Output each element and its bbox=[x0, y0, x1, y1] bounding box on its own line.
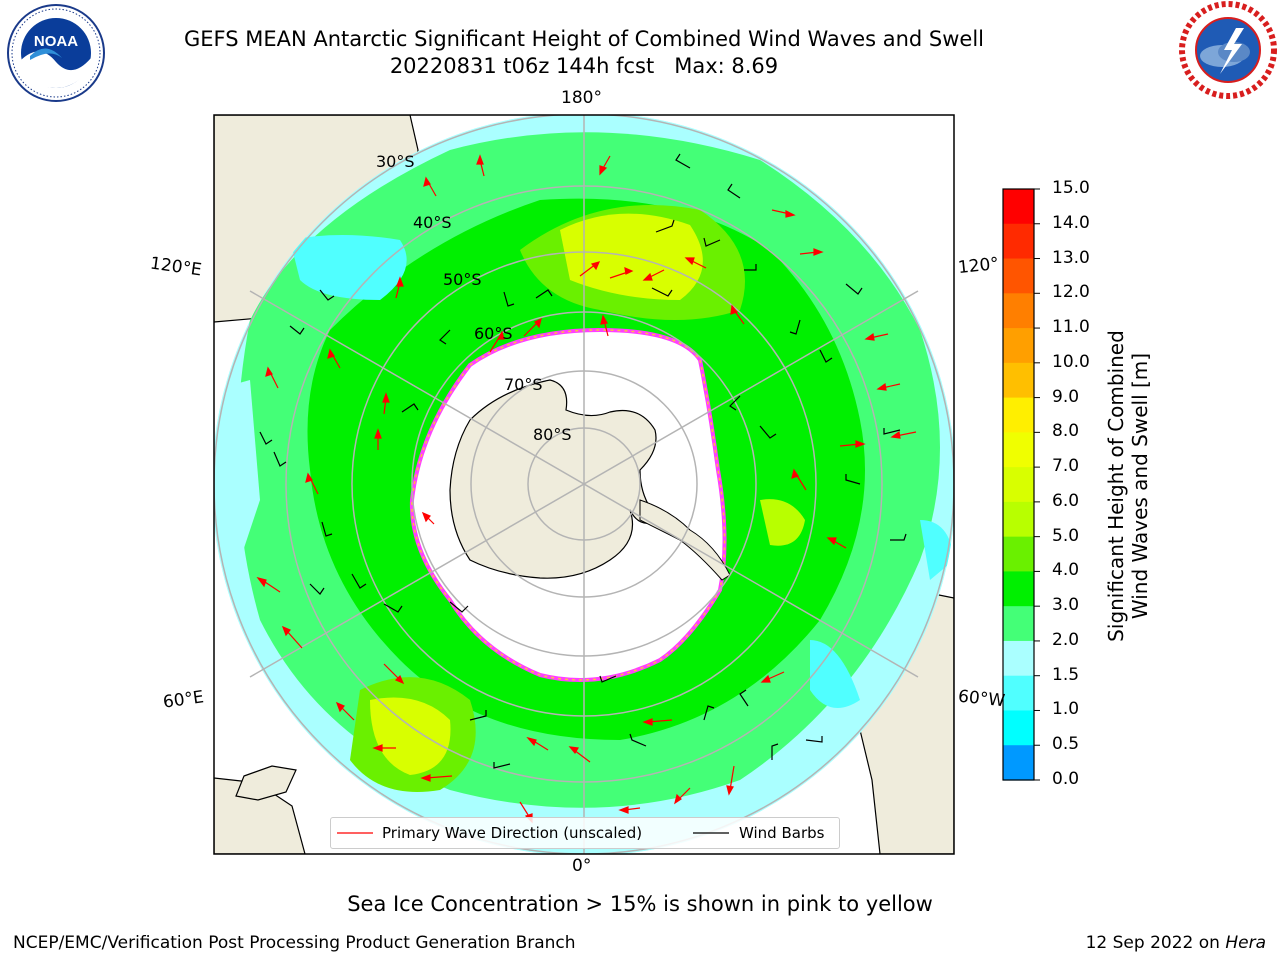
colorbar-label: Significant Height of Combined Wind Wave… bbox=[1104, 286, 1152, 686]
colorbar-frame bbox=[1002, 188, 1035, 781]
colorbar-segment bbox=[1003, 223, 1034, 260]
lat-label-70s: 70°S bbox=[504, 375, 543, 394]
lat-label-80s: 80°S bbox=[533, 425, 572, 444]
wind-barbs bbox=[259, 153, 907, 769]
title-line-2: 20220831 t06z 144h fcst Max: 8.69 bbox=[389, 54, 779, 78]
colorbar-tick-label: 12.0 bbox=[1052, 282, 1090, 303]
colorbar bbox=[1003, 188, 1040, 781]
colorbar-tick-label: 11.0 bbox=[1052, 317, 1090, 338]
colorbar-segment bbox=[1003, 710, 1034, 746]
colorbar-segment bbox=[1003, 432, 1034, 468]
colorbar-segment bbox=[1003, 258, 1034, 294]
colorbar-segment bbox=[1003, 536, 1034, 573]
noaa-logo: NOAA bbox=[7, 4, 105, 102]
colorbar-segment bbox=[1003, 745, 1034, 781]
lon-label-0: 0° bbox=[572, 856, 592, 876]
colorbar-tick-label: 4.0 bbox=[1052, 560, 1080, 581]
lat-label-60s: 60°S bbox=[474, 324, 513, 343]
colorbar-segment bbox=[1003, 640, 1034, 677]
colorbar-tick-label: 0.5 bbox=[1052, 734, 1080, 755]
madagascar-land bbox=[235, 765, 297, 801]
colorbar-tick-label: 6.0 bbox=[1052, 490, 1080, 511]
colorbar-segment bbox=[1003, 362, 1034, 399]
sea-ice-note: Sea Ice Concentration > 15% is shown in … bbox=[347, 892, 933, 916]
map-frame-content bbox=[214, 115, 954, 854]
legend-barb-swatch bbox=[693, 832, 729, 834]
colorbar-segment bbox=[1003, 467, 1034, 503]
nws-logo bbox=[1179, 1, 1277, 99]
footer-host: Hera bbox=[1225, 933, 1266, 953]
legend-wind-barbs: Wind Barbs bbox=[739, 824, 825, 842]
colorbar-tick-label: 3.0 bbox=[1052, 595, 1080, 616]
colorbar-tick-label: 1.0 bbox=[1052, 699, 1080, 720]
colorbar-tick-label: 0.0 bbox=[1052, 769, 1080, 789]
colorbar-segment bbox=[1003, 501, 1034, 538]
antarctic-peninsula-land bbox=[639, 499, 731, 581]
colorbar-label-line-1: Significant Height of Combined bbox=[1104, 330, 1128, 642]
map-frame bbox=[213, 114, 955, 855]
lat-label-30s: 30°S bbox=[376, 152, 415, 171]
colorbar-segment bbox=[1003, 606, 1034, 642]
colorbar-segment bbox=[1003, 293, 1034, 329]
colorbar-segment bbox=[1003, 675, 1034, 712]
colorbar-tick-label: 9.0 bbox=[1052, 386, 1080, 407]
colorbar-segment bbox=[1003, 328, 1034, 364]
colorbar-segment bbox=[1003, 571, 1034, 607]
footer-branch: NCEP/EMC/Verification Post Processing Pr… bbox=[13, 933, 576, 953]
colorbar-tick-label: 1.5 bbox=[1052, 664, 1080, 685]
colorbar-tick-label: 15.0 bbox=[1052, 178, 1090, 198]
colorbar-tick-label: 14.0 bbox=[1052, 212, 1090, 233]
lat-label-50s: 50°S bbox=[443, 270, 482, 289]
colorbar-tick-label: 8.0 bbox=[1052, 421, 1080, 442]
footer-date-text: 12 Sep 2022 on bbox=[1085, 933, 1226, 953]
footer-date: 12 Sep 2022 on Hera bbox=[1086, 933, 1266, 953]
lon-label-120w: 120° bbox=[957, 253, 1000, 279]
chart-title: GEFS MEAN Antarctic Significant Height o… bbox=[0, 26, 1168, 80]
colorbar-tick-label: 7.0 bbox=[1052, 456, 1080, 477]
legend-wave-swatch bbox=[337, 832, 373, 834]
colorbar-tick-label: 2.0 bbox=[1052, 629, 1080, 650]
noaa-logo-text: NOAA bbox=[34, 33, 78, 50]
colorbar-tick-label: 5.0 bbox=[1052, 525, 1080, 546]
graticule bbox=[214, 115, 954, 854]
legend-primary-wave: Primary Wave Direction (unscaled) bbox=[382, 824, 643, 842]
map-legend: Primary Wave Direction (unscaled) Wind B… bbox=[330, 817, 840, 849]
colorbar-label-line-2: Wind Waves and Swell [m] bbox=[1128, 352, 1152, 620]
colorbar-tick-label: 13.0 bbox=[1052, 247, 1090, 268]
colorbar-tick-label: 10.0 bbox=[1052, 351, 1090, 372]
colorbar-segment bbox=[1003, 189, 1034, 225]
lon-label-180: 180° bbox=[561, 88, 602, 108]
lat-label-40s: 40°S bbox=[413, 213, 452, 232]
colorbar-segment bbox=[1003, 397, 1034, 433]
title-line-1: GEFS MEAN Antarctic Significant Height o… bbox=[183, 27, 985, 51]
